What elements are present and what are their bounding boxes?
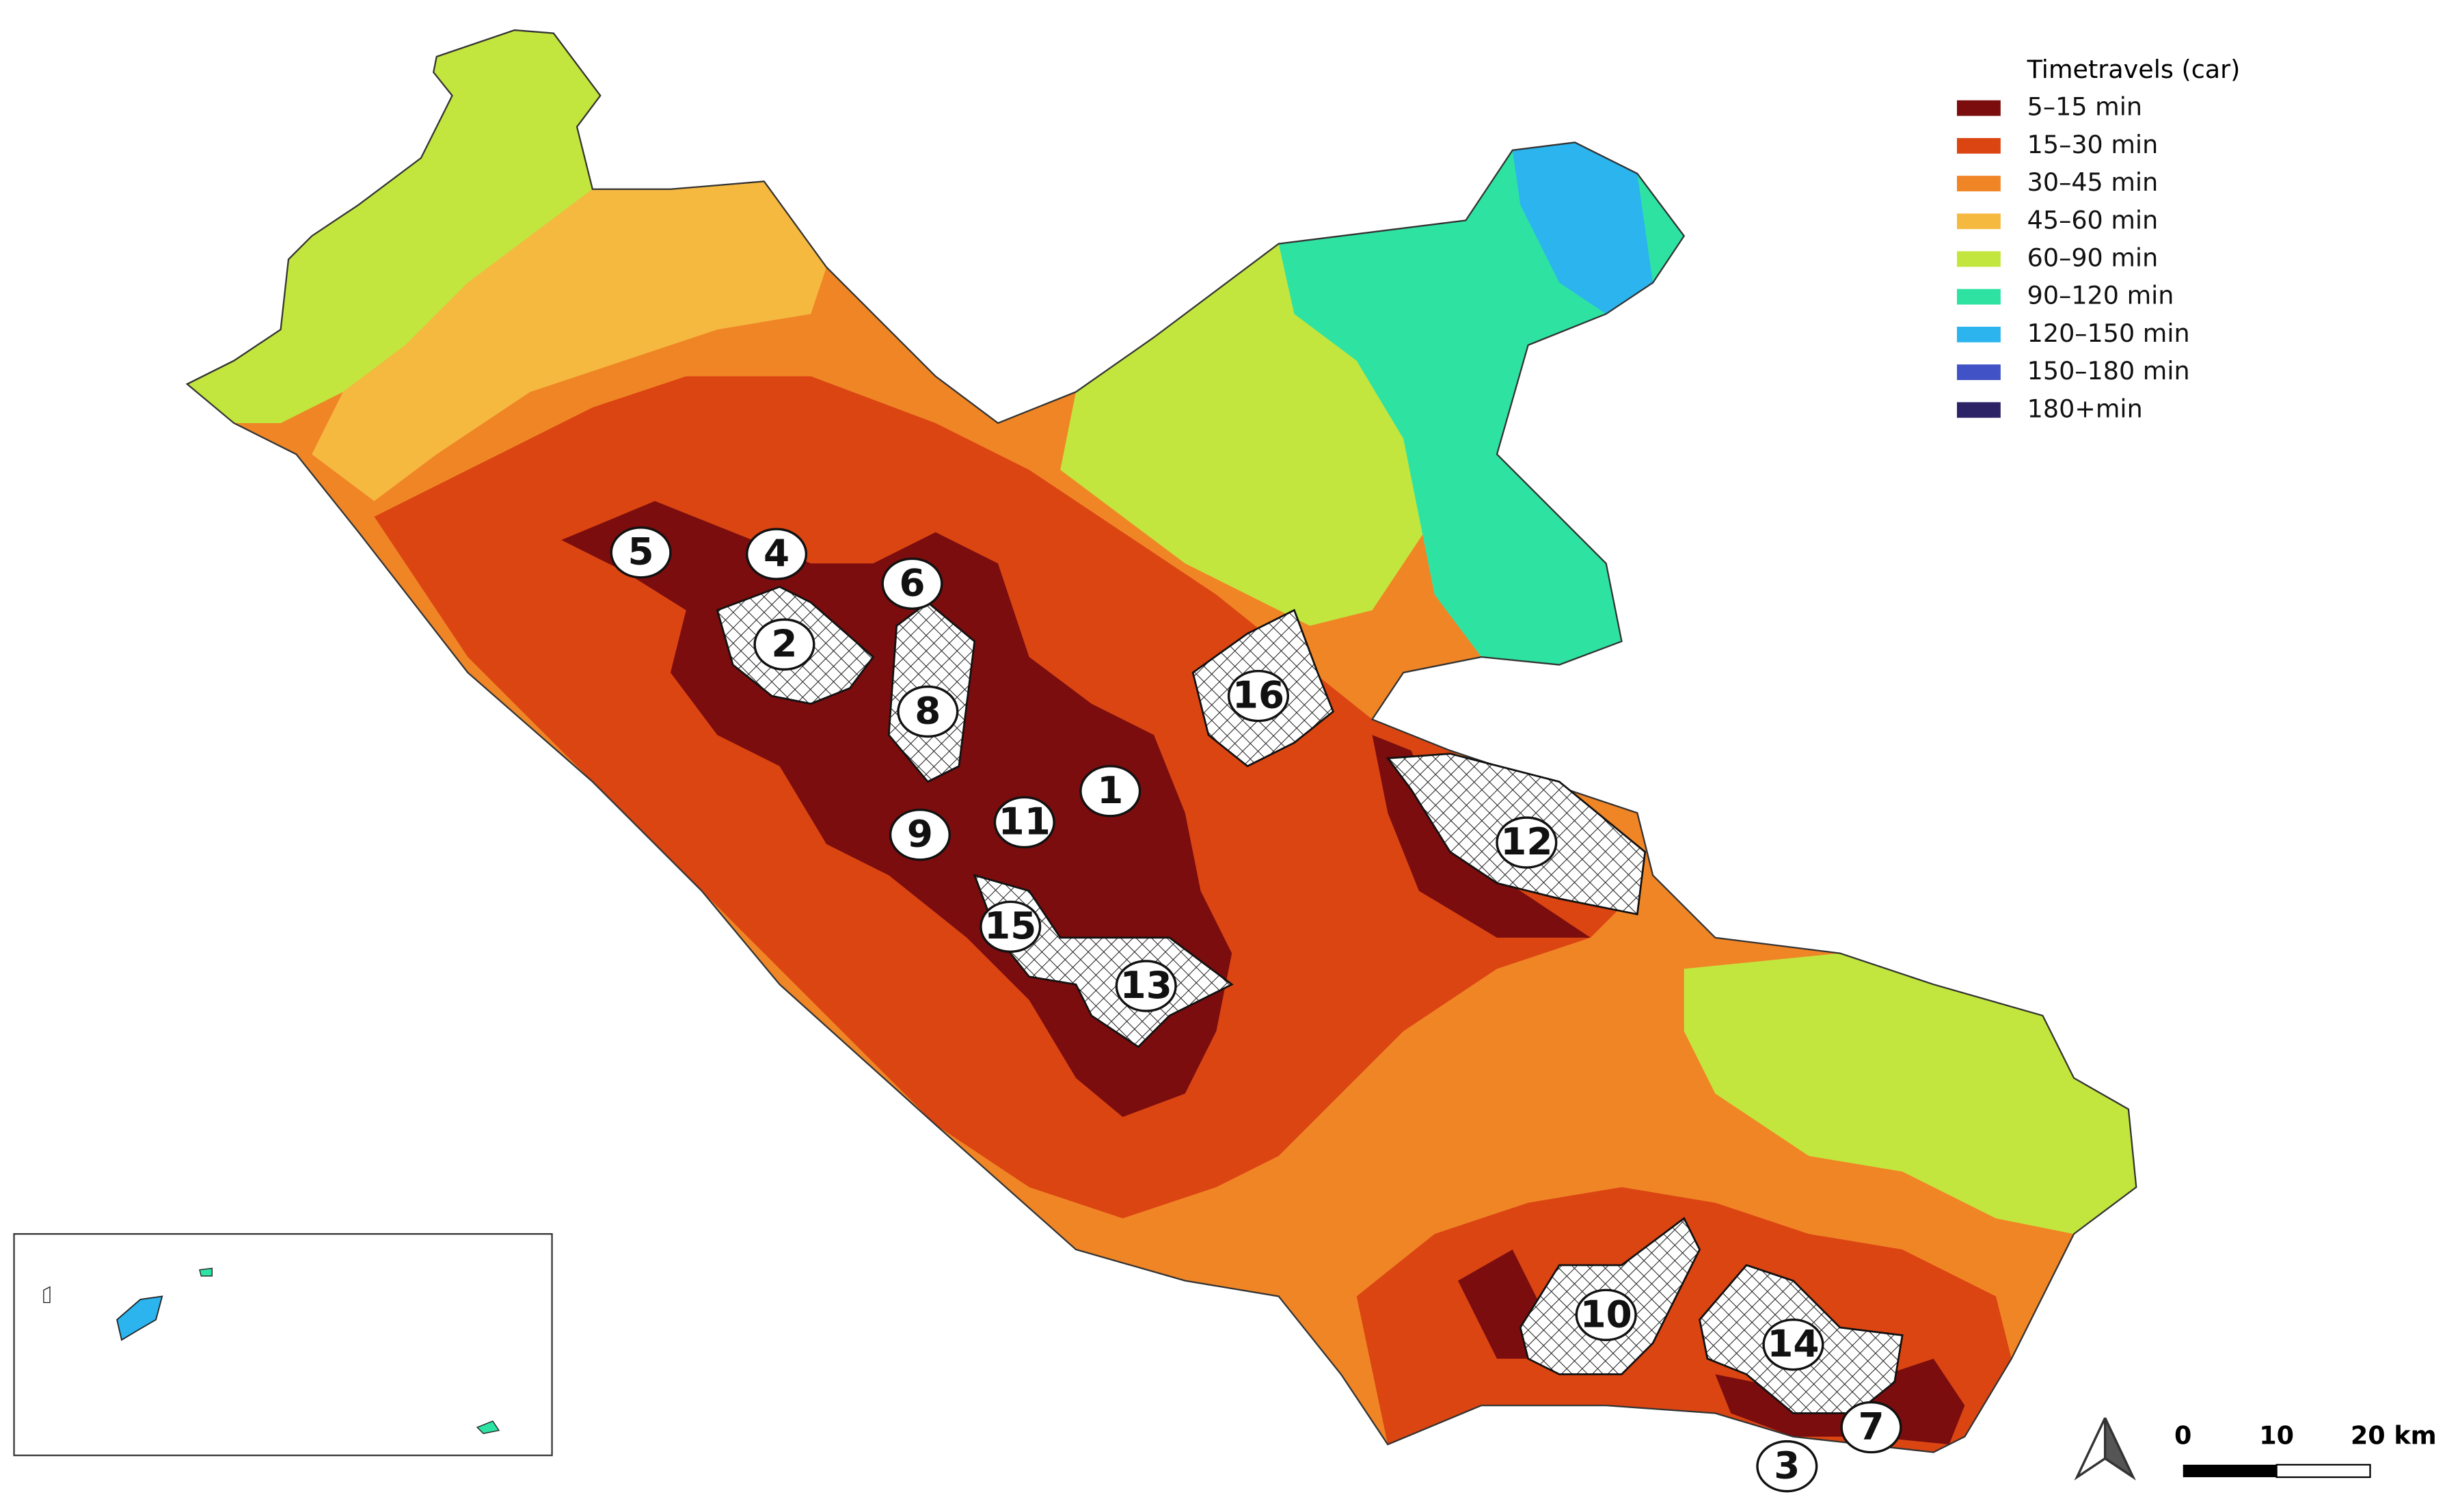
legend-label: 180+min — [2027, 394, 2143, 423]
travel-time-zones — [185, 29, 2137, 1453]
legend-label: 15–30 min — [2027, 130, 2159, 159]
site-label: 5 — [628, 530, 654, 573]
north-arrow — [2074, 1417, 2136, 1481]
site-label: 15 — [984, 904, 1036, 947]
travel-time-zone — [1512, 142, 1653, 314]
site-marker — [610, 526, 672, 579]
legend-swatch — [1956, 402, 2001, 418]
site-marker — [1575, 1288, 1637, 1342]
scale-bar: 0 10 20 km — [2174, 1420, 2437, 1479]
legend: Timetravels (car) 5–15 min 15–30 min 30–45… — [1956, 55, 2241, 423]
legend-swatch — [1956, 137, 2001, 154]
site-marker — [753, 618, 815, 671]
travel-time-zone — [187, 30, 601, 423]
site-marker — [1115, 960, 1177, 1012]
site-label: 2 — [771, 621, 797, 665]
scale-label: 20 km — [2351, 1420, 2437, 1450]
legend-swatch — [1956, 251, 2001, 267]
site-marker — [1227, 669, 1290, 723]
site-marker — [980, 900, 1042, 954]
legend-swatch — [1956, 326, 2001, 342]
legend-title: Timetravels (car) — [2027, 55, 2241, 84]
site-marker — [1762, 1318, 1824, 1371]
travel-time-zone — [1372, 735, 1591, 938]
site-label: 9 — [907, 812, 933, 856]
legend-label: 150–180 min — [2027, 356, 2190, 386]
legend-label: 45–60 min — [2027, 205, 2159, 234]
legend-swatch — [1956, 364, 2001, 380]
site-marker — [1756, 1440, 1818, 1493]
site-marker — [889, 808, 951, 861]
site-marker — [746, 528, 808, 580]
site-label: 4 — [764, 531, 789, 575]
site-marker — [897, 685, 959, 738]
site-label: 3 — [1774, 1444, 1800, 1487]
legend-swatch — [1956, 176, 2001, 191]
site-label: 1 — [1097, 768, 1123, 812]
travel-time-zone — [1684, 953, 2137, 1234]
travel-time-zone — [312, 181, 827, 502]
site-marker — [993, 796, 1055, 849]
site-label: 7 — [1858, 1405, 1884, 1448]
legend-label: 90–120 min — [2027, 281, 2174, 310]
site-label: 12 — [1500, 820, 1552, 863]
legend-label: 5–15 min — [2027, 92, 2142, 122]
site-marker — [1840, 1401, 1902, 1454]
scale-label: 10 — [2259, 1420, 2294, 1450]
legend-swatch — [1956, 100, 2001, 116]
site-label: 6 — [899, 561, 925, 604]
site-label: 13 — [1120, 963, 1172, 1007]
site-marker — [1079, 765, 1142, 818]
site-label: 11 — [999, 799, 1051, 843]
site-marker — [1496, 816, 1558, 869]
region-outline — [185, 29, 2137, 1453]
legend-swatch — [1956, 213, 2001, 230]
site-marker — [881, 557, 943, 610]
site-label: 10 — [1580, 1292, 1632, 1336]
inset-map — [13, 1233, 553, 1457]
legend-label: 30–45 min — [2027, 167, 2159, 197]
site-label: 14 — [1767, 1322, 1819, 1366]
legend-label: 60–90 min — [2027, 243, 2159, 272]
site-label: 8 — [915, 688, 941, 732]
scale-label: 0 — [2174, 1420, 2191, 1450]
legend-label: 120–150 min — [2027, 319, 2190, 348]
legend-swatch — [1956, 288, 2001, 305]
site-label: 16 — [1232, 673, 1284, 717]
